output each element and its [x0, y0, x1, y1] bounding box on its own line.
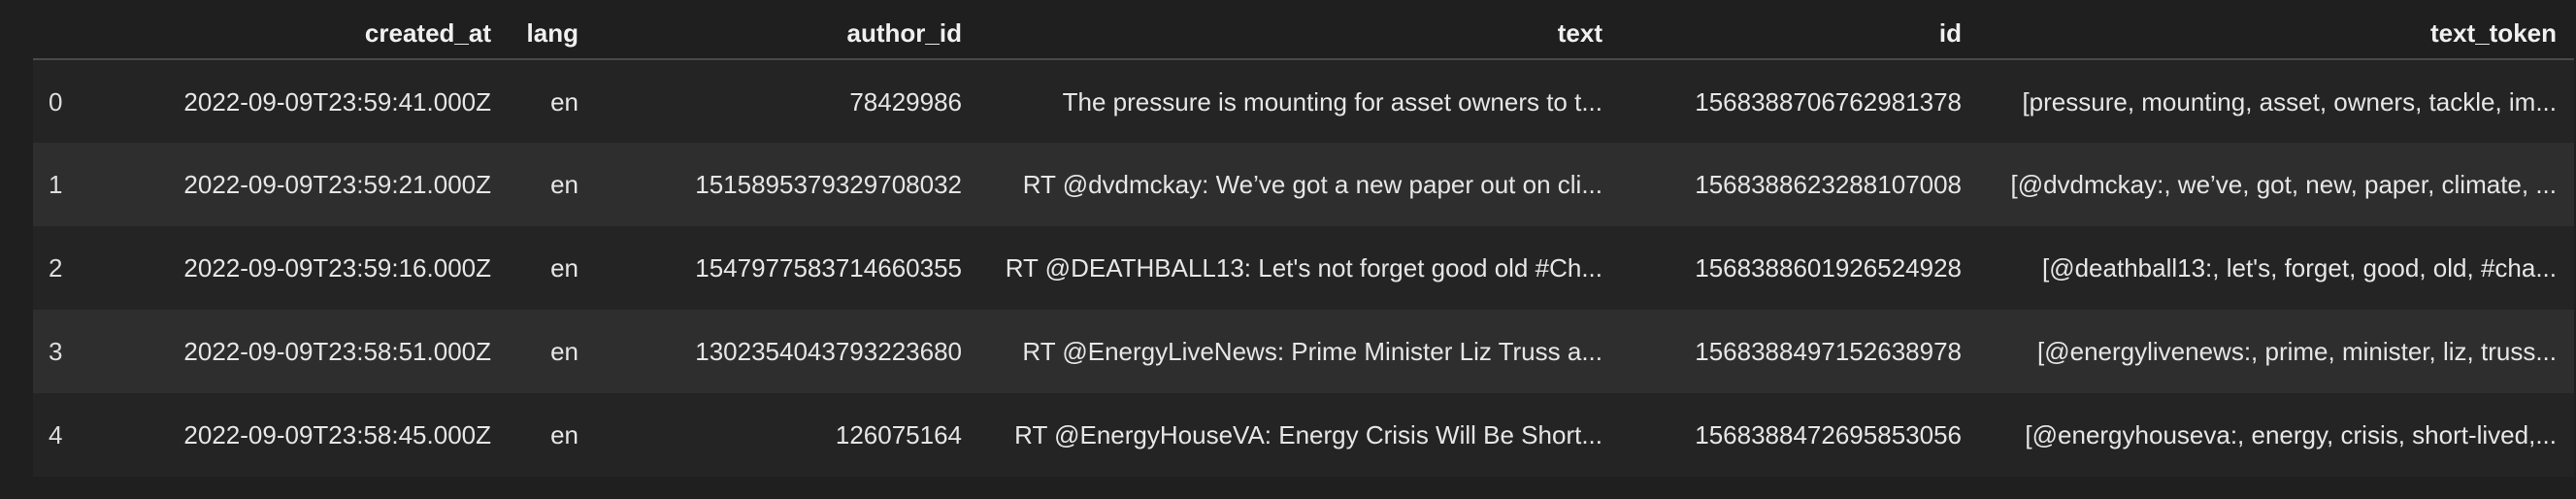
column-header-index	[33, 8, 120, 60]
column-header-text-token: text_token	[1979, 8, 2574, 60]
cell-id: 1568388497152638978	[1695, 337, 1962, 366]
cell-lang: en	[550, 337, 578, 366]
cell-text: RT @EnergyLiveNews: Prime Minister Liz T…	[1022, 337, 1602, 366]
cell-lang: en	[550, 170, 578, 199]
cell-text: The pressure is mounting for asset owner…	[1062, 86, 1602, 116]
header-row: created_at lang author_id text id text_t…	[33, 8, 2574, 60]
cell-text-token: [@deathball13:, let's, forget, good, old…	[2041, 253, 2557, 283]
column-header-text: text	[979, 8, 1620, 60]
column-header-id: id	[1620, 8, 1979, 60]
cell-created-at: 2022-09-09T23:59:16.000Z	[183, 253, 491, 283]
row-index: 4	[49, 420, 63, 449]
cell-text: RT @DEATHBALL13: Let's not forget good o…	[1005, 253, 1602, 283]
cell-id: 1568388623288107008	[1695, 170, 1962, 199]
table-row: 3 2022-09-09T23:58:51.000Z en 1302354043…	[33, 310, 2574, 393]
row-index: 2	[49, 253, 63, 283]
cell-lang: en	[550, 420, 578, 449]
cell-id: 1568388601926524928	[1695, 253, 1962, 283]
table-row: 4 2022-09-09T23:58:45.000Z en 126075164 …	[33, 393, 2574, 477]
cell-author-id: 1515895379329708032	[695, 170, 962, 199]
column-header-author-id: author_id	[596, 8, 979, 60]
cell-id: 1568388706762981378	[1695, 86, 1962, 116]
table-row: 1 2022-09-09T23:59:21.000Z en 1515895379…	[33, 143, 2574, 226]
cell-text: RT @EnergyHouseVA: Energy Crisis Will Be…	[1014, 420, 1602, 449]
cell-created-at: 2022-09-09T23:59:41.000Z	[183, 86, 491, 116]
cell-created-at: 2022-09-09T23:58:51.000Z	[183, 337, 491, 366]
cell-author-id: 78429986	[849, 86, 962, 116]
column-header-created-at: created_at	[120, 8, 509, 60]
cell-author-id: 1547977583714660355	[695, 253, 962, 283]
cell-text: RT @dvdmckay: We’ve got a new paper out …	[1022, 170, 1602, 199]
column-header-lang: lang	[509, 8, 596, 60]
cell-author-id: 1302354043793223680	[695, 337, 962, 366]
row-index: 3	[49, 337, 63, 366]
row-index: 1	[49, 170, 63, 199]
cell-text-token: [@dvdmckay:, we’ve, got, new, paper, cli…	[2010, 170, 2557, 199]
cell-author-id: 126075164	[835, 420, 962, 449]
cell-id: 1568388472695853056	[1695, 420, 1962, 449]
dataframe-table: created_at lang author_id text id text_t…	[33, 8, 2574, 477]
cell-lang: en	[550, 86, 578, 116]
row-index: 0	[49, 86, 63, 116]
cell-text-token: [pressure, mounting, asset, owners, tack…	[2022, 86, 2557, 116]
cell-created-at: 2022-09-09T23:59:21.000Z	[183, 170, 491, 199]
cell-lang: en	[550, 253, 578, 283]
dataframe-output: created_at lang author_id text id text_t…	[33, 8, 2574, 477]
cell-text-token: [@energyhouseva:, energy, crisis, short-…	[2025, 420, 2557, 449]
cell-created-at: 2022-09-09T23:58:45.000Z	[183, 420, 491, 449]
table-row: 2 2022-09-09T23:59:16.000Z en 1547977583…	[33, 226, 2574, 310]
cell-text-token: [@energylivenews:, prime, minister, liz,…	[2037, 337, 2557, 366]
table-row: 0 2022-09-09T23:59:41.000Z en 78429986 T…	[33, 59, 2574, 143]
